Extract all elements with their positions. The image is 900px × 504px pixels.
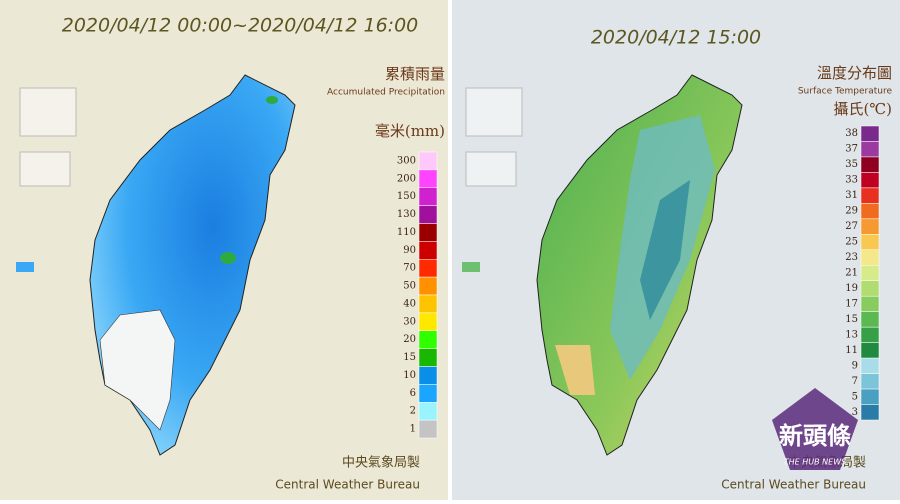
legend-swatch [860, 357, 880, 374]
legend-level: 20 [403, 334, 416, 345]
legend-swatch [418, 294, 438, 314]
legend-swatch [860, 249, 880, 266]
legend-level: 15 [403, 352, 416, 363]
legend-swatch [418, 151, 438, 171]
legend-level: 3 [852, 407, 858, 418]
left-legend-title: 累積雨量 [385, 65, 445, 83]
legend-level: 15 [845, 314, 858, 325]
legend-level: 13 [845, 329, 858, 340]
legend-level: 27 [845, 221, 858, 232]
right-map [462, 74, 743, 456]
left-legend-subtitle: Accumulated Precipitation [327, 88, 445, 98]
right-footer-en: Central Weather Bureau [721, 478, 866, 492]
legend-level: 9 [852, 360, 858, 371]
legend-level: 2 [410, 406, 416, 417]
legend-level: 200 [397, 173, 416, 184]
legend-swatch [860, 311, 880, 328]
watermark-name: 新頭條 [779, 422, 851, 450]
legend-swatch [418, 223, 438, 242]
legend-level: 29 [845, 206, 858, 217]
legend-swatch [860, 203, 880, 220]
legend-level: 110 [397, 227, 416, 238]
legend-level: 90 [403, 245, 416, 256]
legend-level: 11 [845, 345, 858, 356]
legend-swatch [418, 259, 438, 278]
legend-swatch [860, 265, 880, 281]
legend-level: 10 [403, 370, 416, 381]
left-map [16, 74, 296, 456]
right-legend-subtitle: Surface Temperature [798, 87, 893, 97]
legend-level: 35 [845, 159, 858, 170]
left-footer-en: Central Weather Bureau [275, 478, 420, 492]
legend-swatch [860, 234, 880, 251]
legend-level: 23 [845, 252, 858, 263]
legend-level: 17 [845, 298, 858, 309]
legend-level: 40 [403, 298, 416, 309]
legend-swatch [860, 373, 880, 390]
legend-level: 19 [845, 283, 858, 294]
legend-swatch [860, 141, 880, 158]
legend-swatch [860, 404, 880, 421]
legend-level: 1 [410, 424, 416, 435]
legend-level: 7 [852, 376, 858, 387]
legend-swatch [418, 384, 438, 403]
legend-swatch [860, 342, 880, 359]
legend-level: 31 [845, 190, 858, 201]
legend-level: 38 [845, 128, 858, 139]
legend-level: 30 [403, 316, 416, 327]
legend-swatch [418, 366, 438, 385]
legend-swatch [860, 172, 880, 189]
watermark: 新頭條 THE HUB NEWS [772, 388, 858, 470]
left-unit: 毫米(mm) [375, 122, 445, 140]
legend-level: 21 [845, 268, 858, 279]
legend-level: 50 [403, 281, 416, 292]
legend-swatch [860, 388, 880, 405]
legend-swatch [418, 276, 438, 296]
legend-swatch [860, 156, 880, 173]
legend-swatch [860, 218, 880, 235]
legend-swatch [418, 312, 438, 331]
legend-swatch [418, 205, 438, 224]
legend-swatch [418, 241, 438, 260]
legend-swatch [860, 280, 880, 297]
legend-level: 33 [845, 175, 858, 186]
legend-swatch [418, 187, 438, 206]
right-legend-title: 溫度分布圖 [817, 64, 892, 82]
legend-swatch [860, 326, 880, 343]
watermark-subtitle: THE HUB NEWS [784, 458, 846, 467]
legend-swatch [418, 330, 438, 349]
left-footer-cn: 中央氣象局製 [342, 456, 420, 471]
legend-swatch [418, 419, 438, 439]
right-unit: 攝氏(℃) [834, 100, 892, 118]
legend-level: 6 [410, 388, 416, 399]
right-title: 2020/04/12 15:00 [591, 27, 761, 49]
legend-level: 25 [845, 237, 858, 248]
legend-swatch [860, 187, 880, 204]
left-title: 2020/04/12 00:00~2020/04/12 16:00 [62, 15, 419, 37]
legend-level: 130 [397, 209, 416, 220]
legend-level: 70 [403, 263, 416, 274]
legend-level: 37 [845, 144, 858, 155]
legend-swatch [418, 169, 438, 188]
legend-swatch [860, 295, 880, 312]
legend-level: 300 [397, 155, 416, 166]
legend-level: 150 [397, 191, 416, 202]
legend-swatch [418, 402, 438, 421]
legend-swatch [418, 348, 438, 367]
legend-swatch [860, 125, 880, 142]
legend-level: 5 [852, 391, 858, 402]
